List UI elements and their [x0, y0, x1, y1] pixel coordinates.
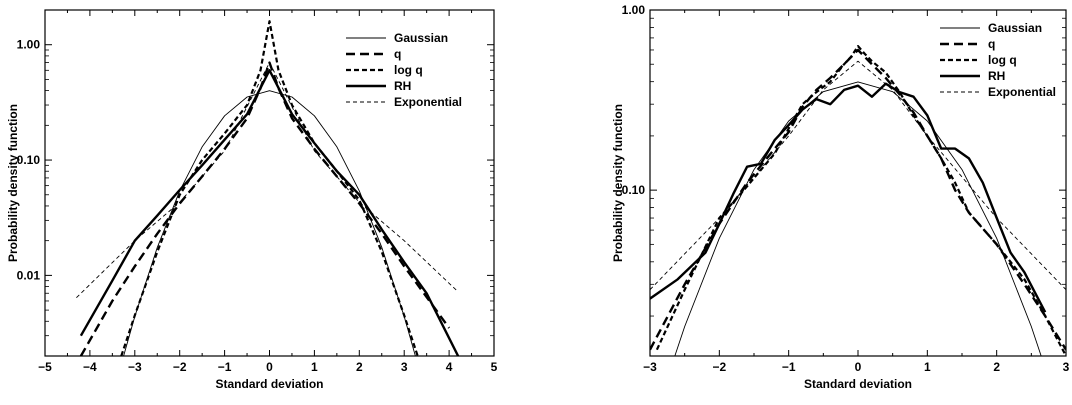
y-axis-label: Probability density function — [611, 104, 625, 262]
x-tick-label: −3 — [643, 360, 657, 374]
x-tick-label: −2 — [712, 360, 726, 374]
x-tick-label: 4 — [446, 360, 453, 374]
x-tick-label: 5 — [491, 360, 498, 374]
chart-panel-1: −5 −4 −3 −2 −1 0 1 2 3 4 5 0.01 0.10 1.00 Standard dev… — [6, 9, 498, 391]
legend-label-log-q: log q — [394, 63, 423, 77]
legend-label-rh: RH — [394, 79, 411, 93]
y-tick-label: 1.00 — [17, 38, 41, 52]
series-line-gaussian — [674, 81, 1042, 356]
x-tick-label: −5 — [38, 360, 52, 374]
x-tick-label: −2 — [173, 360, 187, 374]
x-axis-label: Standard deviation — [215, 377, 323, 391]
series-line-log-q — [120, 20, 419, 356]
series-line-rh — [650, 82, 1047, 313]
x-tick-label: −1 — [782, 360, 796, 374]
legend-label-q: q — [988, 37, 995, 51]
series-line-rh — [79, 69, 460, 356]
y-axis-label: Probability density function — [6, 104, 20, 262]
x-axis-label: Standard deviation — [804, 377, 912, 391]
legend-label-exponential: Exponential — [394, 95, 462, 109]
plot-area — [76, 20, 460, 356]
series-line-q — [79, 61, 451, 356]
legend-label-gaussian: Gaussian — [988, 21, 1042, 35]
x-tick-label: −1 — [218, 360, 232, 374]
y-axis: 0.10 1.00 — [622, 3, 1066, 317]
series-line-exponential — [650, 60, 1066, 291]
legend-label-exponential: Exponential — [988, 85, 1056, 99]
x-tick-label: 3 — [401, 360, 408, 374]
x-tick-label: 3 — [1063, 360, 1070, 374]
legend-label-gaussian: Gaussian — [394, 31, 448, 45]
y-tick-label: 0.10 — [17, 153, 41, 167]
legend-label-log-q: log q — [988, 53, 1017, 67]
x-tick-label: 1 — [311, 360, 318, 374]
series-line-exponential — [76, 62, 459, 299]
legend: Gaussian q log q RH Exponential — [346, 31, 462, 109]
chart-panel-2: −3 −2 −1 0 1 2 3 0.10 1.00 Standard deviation Prob… — [611, 3, 1070, 391]
plot-area — [650, 44, 1066, 356]
series-line-gaussian — [123, 90, 416, 356]
x-tick-label: 1 — [924, 360, 931, 374]
x-tick-label: 2 — [993, 360, 1000, 374]
y-axis: 0.01 0.10 1.00 — [17, 38, 494, 337]
x-axis: −3 −2 −1 0 1 2 3 — [643, 10, 1070, 374]
legend: Gaussian q log q RH Exponential — [940, 21, 1056, 99]
x-tick-label: −4 — [83, 360, 97, 374]
x-axis: −5 −4 −3 −2 −1 0 1 2 3 4 5 — [38, 10, 498, 374]
x-tick-label: 0 — [855, 360, 862, 374]
y-tick-label: 0.01 — [17, 268, 41, 282]
x-tick-label: −3 — [128, 360, 142, 374]
x-tick-label: 0 — [266, 360, 273, 374]
y-tick-label: 0.10 — [622, 183, 646, 197]
series-line-log-q — [655, 44, 1066, 356]
legend-label-q: q — [394, 47, 401, 61]
y-tick-label: 1.00 — [622, 3, 646, 17]
x-tick-label: 2 — [356, 360, 363, 374]
legend-label-rh: RH — [988, 69, 1005, 83]
